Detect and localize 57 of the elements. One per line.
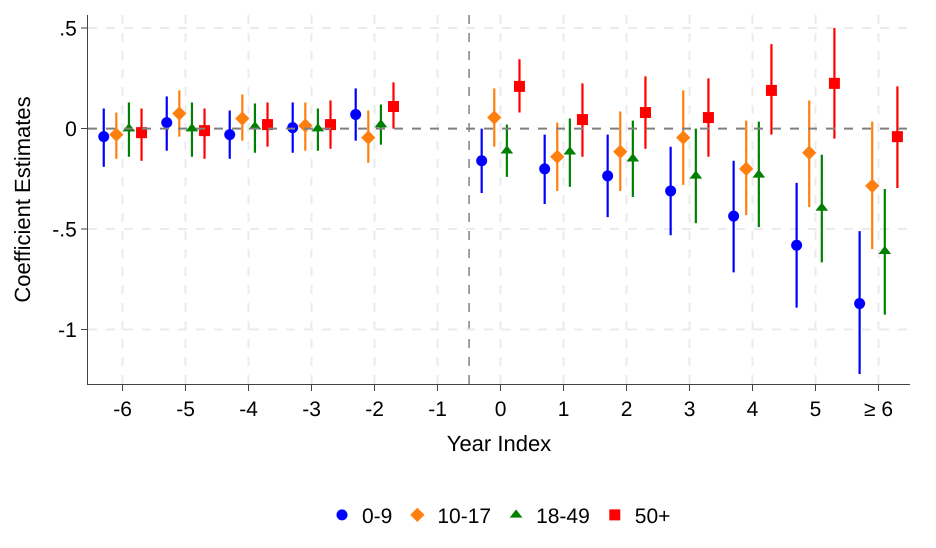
point: [388, 101, 399, 112]
y-tick-label: -.5: [52, 218, 77, 242]
point: [802, 146, 816, 160]
point: [161, 117, 172, 128]
point: [828, 78, 840, 89]
point: [640, 107, 651, 118]
x-tick-label: 4: [746, 398, 759, 422]
point: [350, 109, 362, 120]
point: [172, 106, 186, 121]
y-tick-label: 0: [65, 118, 77, 141]
y-tick-label: .5: [59, 17, 77, 40]
point: [702, 112, 714, 124]
point: [476, 155, 488, 166]
x-tick-label: 1: [558, 398, 570, 422]
legend-label: 10-17: [437, 505, 492, 528]
point: [576, 114, 588, 126]
point: [224, 129, 236, 140]
point: [791, 240, 802, 251]
x-tick-label: 5: [810, 398, 822, 422]
point: [854, 298, 866, 310]
point: [728, 210, 740, 222]
x-tick-label: 0: [494, 398, 506, 422]
y-axis-title: Coefficient Estimates: [10, 96, 36, 303]
point: [235, 111, 250, 126]
point: [262, 119, 274, 130]
point: [766, 84, 777, 96]
point: [325, 119, 336, 130]
point: [665, 185, 676, 196]
x-tick-label: -4: [239, 398, 258, 422]
point: [109, 128, 124, 142]
legend-label: 50+: [634, 505, 670, 528]
x-tick-label: -6: [113, 398, 132, 422]
x-tick-label: -1: [428, 398, 447, 422]
x-tick-label: -2: [365, 398, 384, 422]
point: [865, 178, 880, 194]
point: [676, 130, 690, 145]
point: [739, 162, 754, 176]
x-tick-label: 2: [620, 398, 632, 422]
point: [514, 80, 525, 92]
point: [892, 131, 903, 142]
y-tick-label: -1: [58, 319, 77, 342]
point: [550, 150, 564, 164]
x-axis-title: Year Index: [446, 431, 552, 456]
legend-label: 18-49: [536, 505, 590, 528]
x-tick-label: -5: [176, 398, 195, 422]
legend-label: 0-9: [362, 505, 392, 528]
point: [98, 131, 110, 142]
point: [613, 144, 628, 159]
x-tick-label: 3: [684, 398, 696, 422]
point: [136, 127, 148, 138]
x-tick-label: -3: [302, 398, 321, 422]
point: [602, 170, 614, 182]
point: [487, 110, 502, 125]
point: [539, 163, 550, 174]
x-tick-label: ≥ 6: [864, 398, 894, 422]
point: [361, 130, 376, 145]
point: [199, 125, 210, 136]
